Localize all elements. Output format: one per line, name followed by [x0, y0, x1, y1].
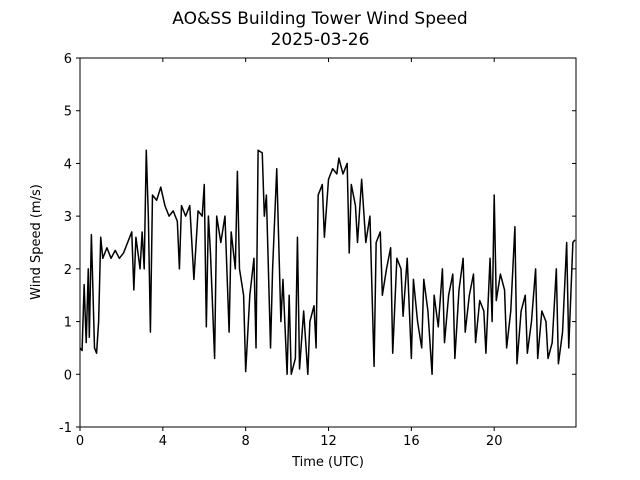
- x-axis-label: Time (UTC): [291, 455, 364, 470]
- y-axis-label: Wind Speed (m/s): [29, 184, 44, 300]
- y-tick-label: 1: [64, 316, 72, 331]
- y-tick-label: -1: [59, 421, 72, 436]
- chart-title: AO&SS Building Tower Wind Speed: [172, 9, 467, 29]
- y-tick-label: 4: [64, 157, 72, 172]
- x-tick-label: 8: [242, 434, 250, 449]
- x-tick-label: 4: [159, 434, 167, 449]
- x-tick-label: 20: [486, 434, 503, 449]
- x-tick-label: 16: [403, 434, 420, 449]
- plot-frame: [79, 57, 577, 428]
- y-tick-label: 6: [64, 52, 72, 67]
- x-tick-label: 0: [76, 434, 84, 449]
- y-tick-label: 5: [64, 105, 72, 120]
- y-tick-label: 2: [64, 263, 72, 278]
- y-tick-label: 3: [64, 210, 72, 225]
- chart-subtitle: 2025-03-26: [271, 30, 370, 50]
- y-tick-label: 0: [64, 368, 72, 383]
- line-series: [79, 149, 576, 376]
- x-tick-label: 12: [320, 434, 337, 449]
